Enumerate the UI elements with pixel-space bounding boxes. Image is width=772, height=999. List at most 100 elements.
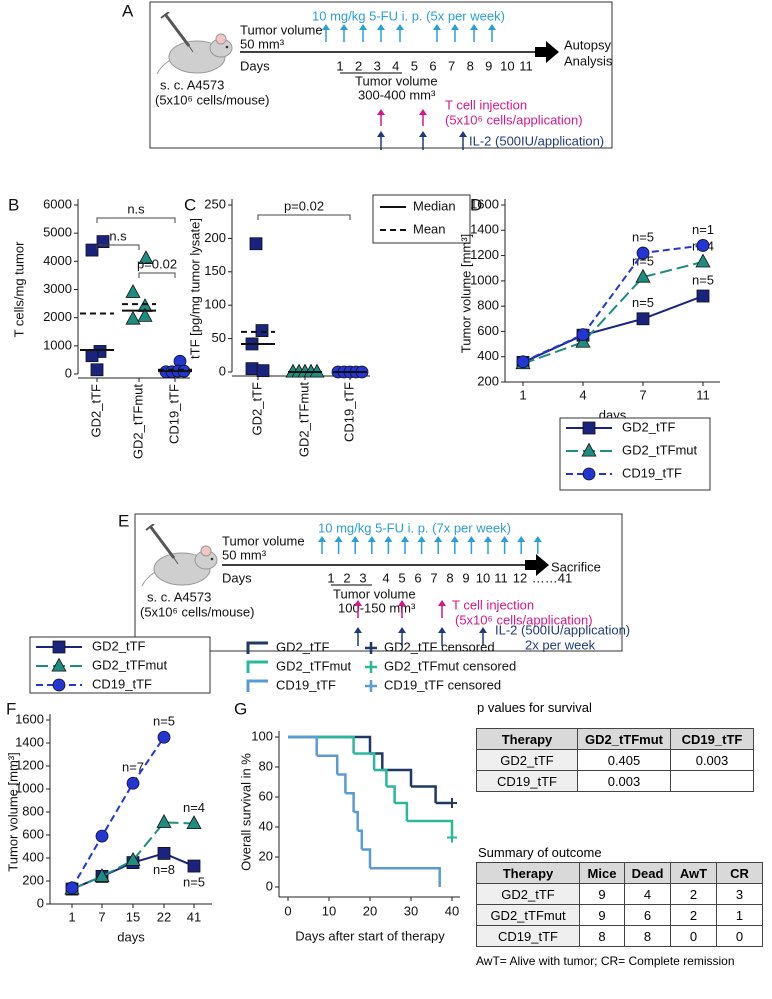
table-title: p values for survival (477, 700, 592, 715)
table-cell: 9 (579, 883, 625, 905)
legend-label: GD2_tTFmut (92, 657, 168, 672)
arrow-head (398, 600, 406, 606)
y-tick-label: 150 (204, 263, 226, 278)
point (157, 730, 171, 744)
scheme-text: T cell injection (445, 97, 527, 112)
survival-step (374, 768, 388, 787)
y-axis-label: T cells/mg tumor (11, 241, 26, 338)
arrow-head (438, 627, 446, 633)
table-row: CD19_tTF 0.003 (476, 770, 754, 792)
header-cell: Dead (624, 862, 671, 884)
day-label: ……41 (532, 570, 572, 585)
table-cell: CD19_tTF (476, 770, 578, 792)
point (125, 283, 141, 298)
day-label: 1 (327, 570, 334, 585)
censor-mark (447, 798, 457, 808)
survival-step (353, 752, 376, 770)
header-cell: CD19_tTF (670, 728, 754, 750)
table-cell: 0.405 (577, 749, 671, 771)
point (126, 776, 140, 790)
point-label: n=5 (183, 874, 205, 889)
point (576, 328, 590, 341)
y-tick-label: 200 (22, 872, 44, 887)
arrow-head (517, 536, 526, 542)
scheme-text: 100-150 mm³ (338, 600, 416, 615)
arrow-head (377, 109, 385, 115)
y-tick-label: 80 (259, 758, 273, 773)
x-tick-label: 41 (187, 909, 201, 924)
point (125, 310, 141, 325)
legend-label: GD2_tTF (622, 419, 676, 434)
y-tick-label: 600 (477, 323, 499, 338)
day-label: 2 (355, 58, 362, 73)
point (157, 847, 171, 860)
arrow-head (367, 536, 376, 542)
legend-label: CD19_tTF (92, 676, 152, 691)
day-label: 7 (430, 570, 437, 585)
legend-label: Mean (413, 221, 446, 236)
scheme-box (134, 513, 623, 652)
point-label: n=1 (692, 222, 714, 237)
x-tick-label: 11 (696, 387, 710, 402)
censor-mark (447, 832, 457, 843)
legend-label: GD2_tTF censored (384, 639, 495, 654)
survival-step (411, 785, 437, 803)
scheme-text: IL-2 (500IU/application) (469, 133, 604, 148)
scheme-text: Tumor volume (222, 533, 305, 548)
day-label: 1 (336, 58, 343, 73)
day-label: 3 (359, 570, 366, 585)
table-cell: GD2_tTFmut (476, 904, 580, 926)
arrow-head (470, 24, 478, 30)
y-tick-label: 0 (266, 878, 273, 893)
x-tick-label: 7 (98, 909, 105, 924)
arrow-head (479, 627, 487, 633)
scheme-text: Days (222, 570, 252, 585)
survival-step (357, 829, 364, 850)
survival-step (337, 773, 347, 794)
scheme-text: (5x10⁶ cells/mouse) (140, 604, 254, 619)
table-cell: 4 (624, 883, 671, 905)
x-tick-label: 7 (639, 387, 646, 402)
legend-marker (581, 442, 597, 457)
survival-step (370, 867, 441, 887)
point (137, 307, 153, 322)
panel-label: C (184, 195, 196, 214)
table-note: AwT= Alive with tumor; CR= Complete remi… (476, 954, 735, 968)
arrow-head (488, 24, 496, 30)
table-row: GD2_tTF 9 4 2 3 (476, 883, 763, 905)
annotation: p=0.02 (137, 256, 177, 271)
x-tick-label: GD2_tTFmut (130, 384, 145, 460)
x-tick-label: 1 (68, 909, 75, 924)
point (90, 363, 104, 377)
y-tick-label: 0 (219, 363, 226, 378)
legend-marker (52, 640, 66, 654)
legend-censor (365, 661, 377, 673)
legend-label: CD19_tTF censored (384, 677, 501, 692)
y-tick-label: 5000 (43, 225, 72, 240)
table-cell: 1 (716, 904, 763, 926)
scheme-text: (5x10⁶ cells/application) (455, 612, 593, 627)
scheme-text: 10 mg/kg 5-FU i. p. (7x per week) (318, 520, 511, 535)
legend-box (372, 194, 471, 244)
y-tick-label: 2000 (43, 309, 72, 324)
table-cell: 8 (624, 925, 671, 947)
point (256, 364, 270, 378)
y-tick-label: 0 (65, 365, 72, 380)
arrow-head (533, 536, 542, 542)
point (186, 815, 202, 829)
arrow-head (438, 600, 446, 606)
y-tick-label: 1200 (470, 247, 499, 262)
x-tick-label: 10 (322, 903, 336, 918)
legend-marker (52, 678, 66, 692)
arrow-head (401, 536, 409, 542)
series-line (71, 821, 195, 890)
legend-label: GD2_tTF (92, 638, 146, 653)
survival-step (394, 801, 409, 821)
header-cell: Mice (579, 862, 625, 884)
day-label: 8 (446, 570, 453, 585)
header-cell: AwT (670, 862, 717, 884)
arrow-head (377, 131, 385, 137)
day-label: 6 (414, 570, 421, 585)
arrow-head (419, 131, 427, 137)
y-tick-label: 1000 (15, 780, 44, 795)
